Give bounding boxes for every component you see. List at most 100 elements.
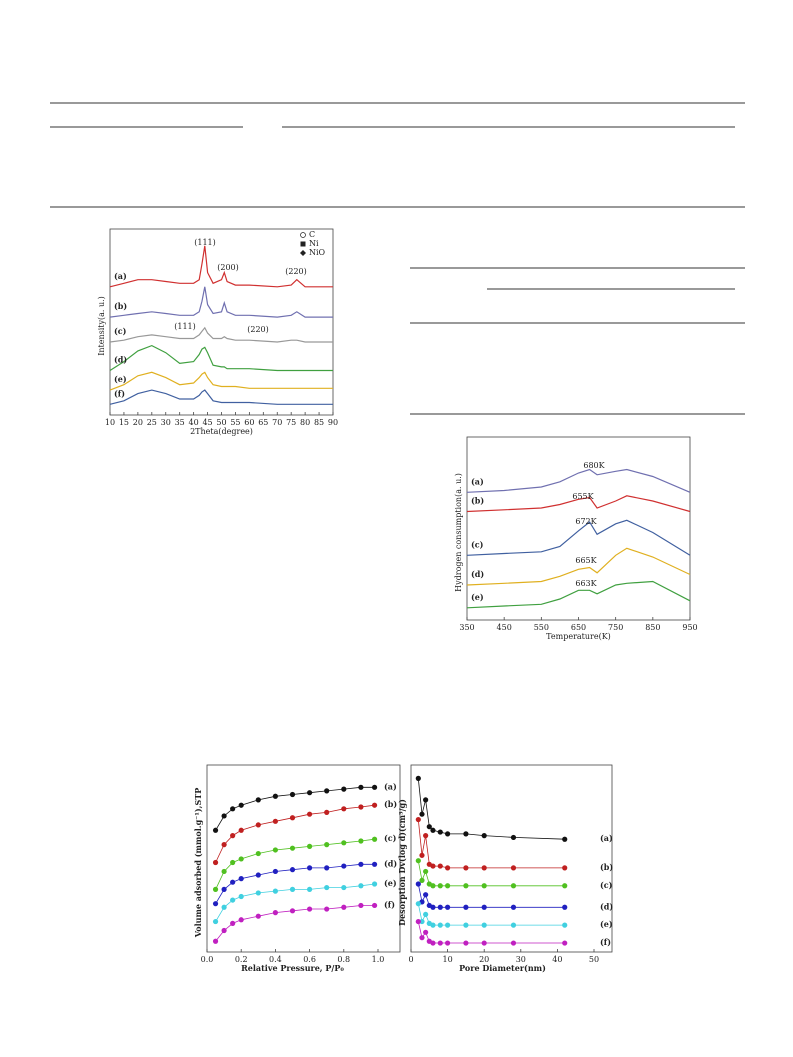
series-marker [430, 863, 436, 869]
series-marker [463, 831, 469, 837]
series-marker [445, 865, 451, 871]
series-marker [562, 883, 568, 889]
series-line [466, 468, 691, 493]
x-tick-label: 85 [314, 418, 324, 427]
series-line [466, 519, 691, 556]
series-marker [445, 922, 451, 928]
x-tick-label: 35 [175, 418, 185, 427]
series-marker [445, 883, 451, 889]
y-axis-label: Hydrogen consumption(a. u.) [454, 473, 463, 592]
x-tick-label: 350 [459, 623, 474, 632]
annotation: 680K [583, 461, 605, 470]
series-marker [463, 883, 469, 889]
series-marker [289, 815, 296, 821]
series-marker [371, 861, 378, 867]
series-marker [481, 940, 487, 946]
x-tick-label: 40 [189, 418, 199, 427]
series-marker [371, 784, 378, 790]
x-axis-label: Pore Diameter(nm) [459, 963, 546, 973]
x-tick-label: 0.0 [201, 955, 214, 964]
series-marker [212, 901, 219, 907]
series-marker [423, 929, 429, 935]
series-marker [510, 834, 517, 841]
series-label: (a) [114, 271, 127, 281]
series-marker [358, 902, 364, 909]
series-marker [272, 847, 278, 853]
x-tick-label: 20 [133, 418, 143, 427]
series-marker [221, 868, 227, 875]
series-marker [324, 906, 330, 912]
series-marker [437, 883, 443, 889]
x-tick-label: 45 [202, 418, 212, 427]
series-marker [289, 908, 296, 914]
series-marker [463, 922, 469, 928]
series-marker [289, 791, 296, 798]
annotation: 655K [572, 492, 594, 501]
series-marker [419, 877, 425, 884]
x-tick-label: 55 [230, 418, 240, 427]
annotation: 663K [575, 579, 597, 588]
series-marker [272, 888, 278, 894]
series-marker [481, 904, 487, 910]
series-marker [238, 917, 244, 923]
x-tick-label: 950 [682, 623, 697, 632]
series-marker [463, 904, 469, 910]
series-label: (e) [114, 374, 127, 384]
series-marker [419, 811, 425, 817]
x-tick-label: 30 [516, 955, 526, 964]
series-label: (f) [600, 937, 611, 947]
series-marker [238, 876, 244, 882]
series-marker [358, 861, 364, 867]
series-line [215, 804, 375, 863]
series-label: (b) [600, 862, 613, 872]
series-marker [255, 872, 261, 878]
series-marker [255, 890, 261, 896]
series-line [215, 786, 375, 831]
series-marker [212, 859, 219, 866]
series-marker [255, 850, 261, 857]
series-marker [415, 858, 421, 864]
series-label: (a) [600, 833, 613, 843]
x-tick-label: 50 [589, 955, 599, 964]
x-axis-label: Relative Pressure, P/P₀ [241, 963, 344, 973]
series-line [215, 905, 375, 942]
series-marker [423, 911, 429, 918]
series-marker [221, 904, 227, 910]
series-marker [341, 786, 347, 792]
series-marker [307, 790, 313, 796]
series-label: (e) [384, 878, 397, 888]
series-marker [510, 940, 517, 946]
series-marker [307, 865, 313, 871]
annotation: (111) [194, 238, 216, 247]
x-tick-label: 70 [272, 418, 282, 427]
x-tick-label: 850 [645, 623, 660, 632]
series-marker [341, 863, 347, 869]
series-line [466, 547, 691, 586]
series-marker [221, 842, 227, 848]
series-marker [415, 901, 421, 907]
series-marker [445, 831, 451, 837]
series-marker [562, 904, 568, 910]
series-marker [430, 904, 436, 910]
series-marker [272, 868, 278, 875]
series-marker [415, 775, 421, 781]
x-tick-label: 10 [105, 418, 115, 427]
series-label: (e) [471, 592, 484, 602]
series-marker [238, 827, 244, 833]
series-label: (d) [114, 355, 127, 365]
series-marker [463, 940, 469, 946]
series-label: (b) [384, 799, 397, 809]
series-marker [437, 940, 443, 946]
annotation: (200) [217, 263, 239, 272]
series-marker [307, 843, 313, 849]
series-marker [481, 865, 487, 871]
series-marker [255, 822, 261, 828]
series-marker [437, 922, 443, 928]
series-marker [481, 833, 487, 839]
plot-frame [206, 764, 401, 953]
series-line [109, 286, 333, 318]
series-label: (a) [471, 476, 484, 486]
series-marker [481, 922, 487, 928]
series-marker [341, 884, 347, 891]
